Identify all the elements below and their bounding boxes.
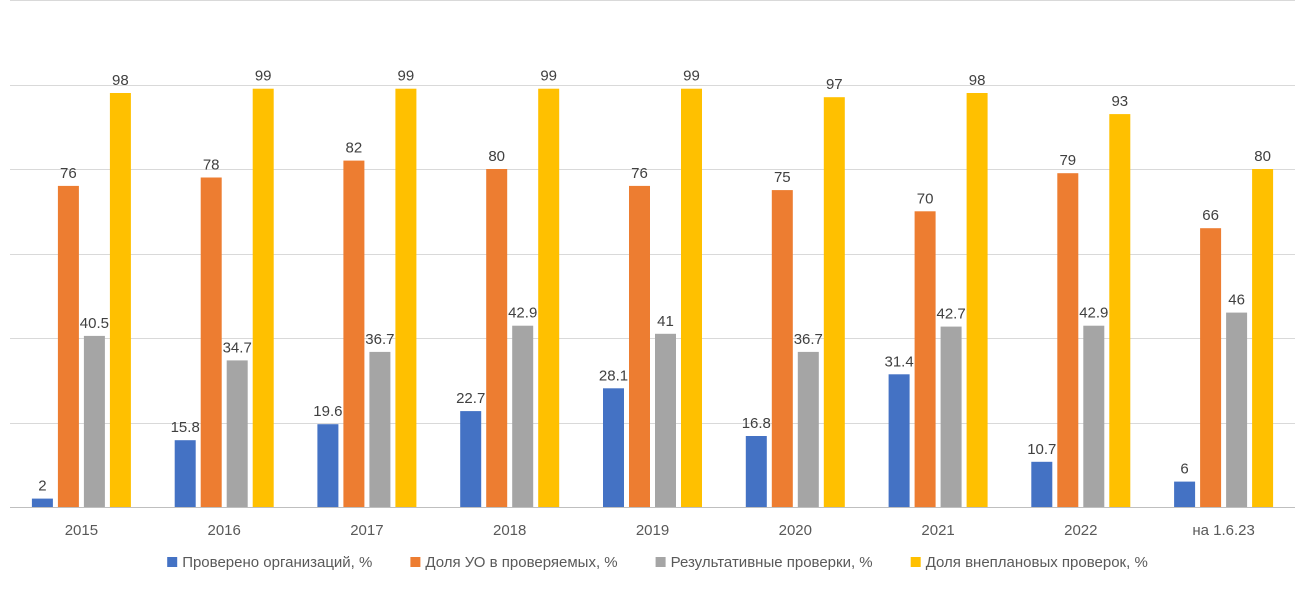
x-tick-label: 2016 [208, 522, 241, 539]
data-label: 40.5 [80, 315, 109, 332]
data-label: 42.9 [508, 305, 537, 322]
bar [252, 88, 274, 507]
data-label: 80 [1254, 148, 1271, 165]
bar [797, 351, 819, 507]
data-label: 76 [60, 165, 77, 182]
x-tick-label: 2017 [350, 522, 383, 539]
bar [31, 498, 53, 507]
x-tick-label: на 1.6.23 [1192, 522, 1255, 539]
legend-label: Доля внеплановых проверок, % [926, 554, 1148, 571]
legend-swatch [167, 557, 178, 567]
bar [681, 88, 702, 507]
bar [109, 93, 131, 507]
data-label: 2 [38, 478, 46, 495]
bar [1174, 481, 1196, 507]
bar [966, 93, 988, 507]
x-tick-label: 2015 [65, 522, 98, 539]
data-label: 98 [112, 72, 129, 89]
data-label: 36.7 [794, 331, 823, 348]
data-label: 16.8 [742, 415, 771, 432]
bar [83, 335, 105, 507]
data-label: 19.6 [313, 403, 342, 420]
bar [1200, 228, 1222, 507]
bar [655, 333, 676, 507]
x-tick-label: 2018 [493, 522, 526, 539]
bar [486, 169, 508, 507]
bar [343, 160, 365, 507]
x-axis-tick-labels: 2015 2016 2017 2018 2019 2020 2021 2022 на 1.6.2… [65, 522, 1255, 539]
data-label: 6 [1180, 461, 1188, 478]
data-label: 97 [826, 76, 843, 93]
legend: Проверено организаций, % Доля УО в провер… [167, 554, 1148, 571]
bar [823, 97, 845, 507]
bar [914, 211, 936, 508]
data-label: 31.4 [884, 353, 913, 370]
data-label: 46 [1228, 292, 1245, 309]
data-label: 99 [540, 68, 557, 85]
data-label: 66 [1202, 207, 1219, 224]
x-tick-label: 2021 [921, 522, 954, 539]
bar [512, 325, 534, 507]
legend-swatch [410, 557, 421, 567]
legend-swatch [655, 557, 666, 567]
legend-label: Результативные проверки, % [671, 554, 873, 571]
bar [317, 424, 339, 507]
bar [369, 351, 391, 507]
bar [174, 440, 196, 507]
data-label: 99 [683, 68, 700, 85]
x-tick-label: 2019 [636, 522, 669, 539]
bar [1031, 461, 1053, 507]
bar [940, 326, 962, 507]
data-label: 78 [203, 157, 220, 174]
bar [226, 360, 248, 507]
bar [745, 436, 767, 507]
data-label: 70 [917, 190, 934, 207]
bar [1083, 325, 1105, 507]
data-label: 34.7 [223, 339, 252, 356]
bars [31, 88, 1274, 508]
data-label: 79 [1059, 152, 1076, 169]
data-label: 82 [346, 140, 363, 157]
bar [200, 177, 222, 507]
legend-swatch [910, 557, 921, 567]
data-label: 75 [774, 169, 791, 186]
bar [395, 88, 417, 507]
data-label: 22.7 [456, 390, 485, 407]
data-labels: 2 76 40.5 98 15.8 78 34.7 99 19.6 82 36.7 99 22.7 80 4… [38, 68, 1271, 495]
legend-label: Проверено организаций, % [182, 554, 372, 571]
bar [603, 388, 624, 507]
data-label: 99 [255, 68, 272, 85]
data-label: 15.8 [171, 419, 200, 436]
data-label: 80 [488, 148, 505, 165]
bar [771, 190, 793, 507]
bar [538, 88, 560, 507]
data-label: 98 [969, 72, 986, 89]
bar [1109, 114, 1131, 507]
data-label: 42.9 [1079, 305, 1108, 322]
data-label: 28.1 [599, 367, 628, 384]
gridlines [10, 0, 1295, 508]
bar [460, 411, 482, 507]
x-tick-label: 2020 [779, 522, 812, 539]
bar [1252, 169, 1274, 507]
bar [888, 374, 910, 507]
data-label: 41 [657, 313, 674, 330]
data-label: 93 [1111, 93, 1128, 110]
data-label: 10.7 [1027, 441, 1056, 458]
bar [1057, 173, 1079, 507]
data-label: 76 [631, 165, 648, 182]
legend-label: Доля УО в проверяемых, % [425, 554, 617, 571]
data-label: 42.7 [936, 306, 965, 323]
bar [57, 185, 79, 507]
x-tick-label: 2022 [1064, 522, 1097, 539]
data-label: 36.7 [365, 331, 394, 348]
bar [629, 185, 650, 507]
bar [1226, 312, 1248, 507]
data-label: 99 [398, 68, 415, 85]
